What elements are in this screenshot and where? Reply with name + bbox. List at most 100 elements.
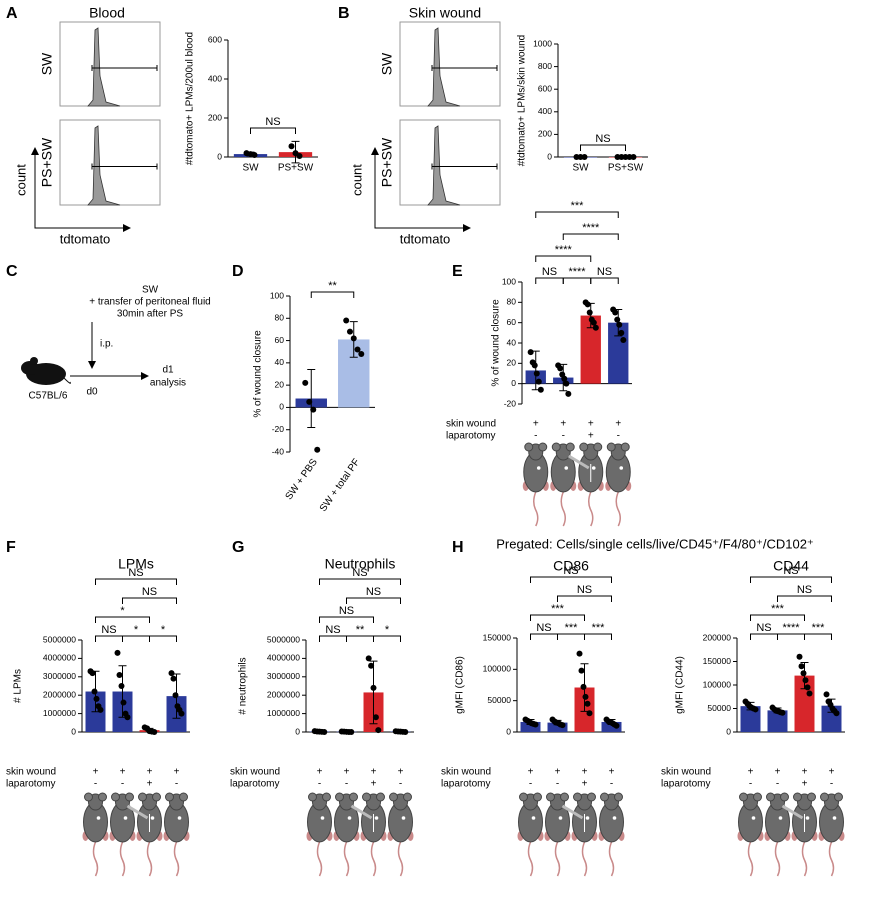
mouse-ear: [593, 442, 603, 452]
y-tick-label: 0: [71, 726, 76, 736]
data-point: [306, 398, 313, 405]
y-tick-label: 5000000: [43, 634, 76, 644]
mouse-wound: [612, 816, 617, 820]
significance-bracket: [149, 635, 177, 642]
significance-label: ***: [551, 603, 565, 615]
mouse-wound: [585, 816, 590, 820]
data-point: [620, 336, 627, 343]
bar: [767, 710, 788, 732]
mouse-ear: [84, 792, 93, 802]
significance-label: ***: [812, 622, 826, 634]
condition-sign: -: [399, 779, 402, 790]
mouse-illustration: [387, 792, 414, 877]
y-tick-label: -40: [272, 446, 285, 456]
error-bar: [307, 369, 316, 428]
significance-label: **: [356, 624, 365, 636]
panel-label: B: [338, 5, 350, 22]
significance-label: ***: [771, 603, 785, 615]
condition-label: laparotomy: [6, 779, 55, 790]
flow-row-label: SW: [39, 52, 55, 75]
data-point: [124, 714, 131, 721]
mouse-ear: [834, 792, 843, 802]
y-tick-label: 80: [275, 313, 285, 323]
mouse-tail: [173, 841, 180, 877]
significance-bracket: [346, 635, 374, 642]
data-point: [823, 691, 830, 698]
mouse-wound: [591, 466, 596, 470]
y-tick-label: 0: [279, 402, 284, 412]
y-tick-label: 100000: [703, 679, 732, 689]
data-point: [586, 710, 593, 717]
data-point: [172, 692, 179, 699]
mouse-wound: [805, 816, 810, 820]
y-tick-label: 0: [506, 726, 511, 736]
condition-sign: +: [802, 767, 808, 778]
y-axis-label: #tdtomato+ LPMs/skin wound: [517, 35, 528, 166]
data-point: [590, 319, 597, 326]
x-tick-label: PS+SW: [278, 163, 314, 174]
data-point: [120, 699, 127, 706]
y-tick-label: -20: [272, 424, 285, 434]
condition-sign: -: [94, 779, 97, 790]
data-point: [618, 329, 625, 336]
condition-sign: -: [776, 779, 779, 790]
mouse-tail: [92, 841, 99, 877]
mouse-ear: [766, 792, 775, 802]
mouse-ear: [403, 792, 412, 802]
mouse-ear: [362, 792, 371, 802]
mouse-illustration: [517, 792, 544, 877]
mouse-ear: [739, 792, 748, 802]
y-tick-label: 400: [538, 106, 552, 116]
y-tick-label: 40: [275, 357, 285, 367]
significance-label: ***: [571, 200, 585, 212]
mouse-illustration: [82, 792, 109, 877]
y-tick-label: -20: [504, 398, 517, 408]
significance-label: NS: [128, 567, 143, 579]
significance-bracket: [95, 578, 177, 585]
schematic-text: + transfer of peritoneal fluid: [89, 297, 210, 308]
y-tick-label: 0: [217, 151, 222, 161]
significance-bracket: [750, 633, 778, 640]
y-tick-label: 20: [275, 379, 285, 389]
y-tick-label: 2000000: [43, 689, 76, 699]
data-point: [806, 690, 813, 697]
data-point: [302, 379, 309, 386]
y-axis-label: gMFI (CD44): [675, 656, 686, 714]
condition-sign: +: [555, 767, 561, 778]
significance-label: ****: [568, 266, 586, 278]
y-tick-label: 60: [275, 335, 285, 345]
route-label: i.p.: [100, 339, 113, 350]
data-point: [531, 362, 538, 369]
significance-bracket: [95, 635, 123, 642]
significance-bracket: [319, 635, 347, 642]
panel-label: F: [6, 539, 16, 556]
data-point: [796, 653, 803, 660]
flow-box: [59, 119, 161, 206]
mouse-wound: [96, 816, 101, 820]
significance-bracket: [535, 211, 619, 218]
mouse-ear: [753, 792, 762, 802]
significance-label: ***: [565, 622, 579, 634]
mouse-wound: [320, 816, 325, 820]
scalpel: [126, 804, 149, 820]
mouse-ear: [138, 792, 147, 802]
significance-bracket: [373, 635, 401, 642]
data-point: [358, 350, 365, 357]
condition-sign: +: [609, 767, 615, 778]
data-point: [368, 662, 375, 669]
mouse-ear: [111, 792, 120, 802]
mouse-ear: [538, 442, 548, 452]
mouse-tail: [397, 841, 404, 877]
data-point: [310, 406, 317, 413]
data-point: [350, 335, 357, 342]
significance-bracket: [95, 616, 150, 623]
x-tick-label: SW + PBS: [284, 457, 320, 503]
mouse-ear: [807, 792, 816, 802]
chart-title: CD86: [553, 558, 589, 574]
significance-label: **: [328, 280, 337, 292]
significance-label: NS: [783, 565, 798, 577]
y-tick-label: 40: [507, 337, 517, 347]
significance-label: ***: [592, 622, 606, 634]
bar: [547, 722, 568, 732]
